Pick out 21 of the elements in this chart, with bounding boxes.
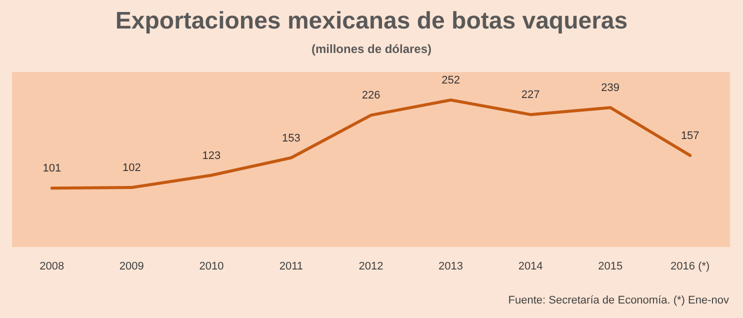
chart-title: Exportaciones mexicanas de botas vaqueras: [115, 8, 628, 34]
data-label: 252: [442, 74, 460, 86]
data-label: 102: [122, 162, 141, 174]
chart-subtitle: (millones de dólares): [311, 42, 432, 56]
data-label: 123: [202, 150, 221, 162]
x-tick-label: 2014: [518, 260, 543, 272]
source-note: Fuente: Secretaría de Economía. (*) Ene-nov: [508, 294, 730, 306]
x-tick-label: 2010: [199, 260, 224, 272]
x-tick-label: 2008: [40, 260, 64, 272]
data-label: 226: [362, 90, 380, 102]
x-tick-label: 2015: [598, 260, 623, 272]
data-label: 227: [521, 89, 540, 102]
data-label: 157: [680, 130, 700, 142]
x-tick-label: 2009: [119, 260, 144, 272]
x-tick-label: 2011: [279, 260, 304, 272]
x-tick-label: 2016 (*): [670, 260, 710, 272]
data-label: 101: [42, 162, 62, 175]
data-label: 239: [601, 82, 620, 94]
data-label: 153: [282, 132, 300, 144]
x-tick-label: 2012: [358, 260, 384, 272]
x-tick-label: 2013: [438, 260, 464, 272]
